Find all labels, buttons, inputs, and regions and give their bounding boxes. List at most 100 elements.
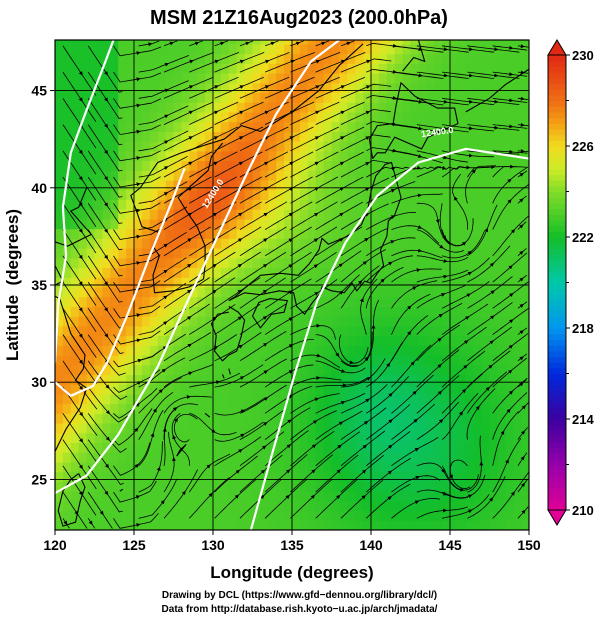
field-cell (426, 355, 435, 366)
field-cell (149, 150, 159, 162)
field-cell (220, 102, 230, 113)
field-cell (347, 296, 356, 307)
field-cell (505, 316, 514, 327)
colorbar-segment (548, 242, 566, 249)
field-cell (94, 384, 103, 395)
field-cell (497, 257, 506, 269)
field-cell (55, 384, 64, 395)
field-cell (102, 335, 111, 346)
field-cell (363, 403, 372, 414)
streamline-arrow (505, 459, 509, 464)
field-cell (299, 471, 309, 482)
field-cell (62, 432, 72, 444)
field-cell (378, 248, 388, 259)
field-cell (244, 92, 254, 103)
field-cell (86, 102, 96, 113)
field-cell (386, 393, 396, 405)
field-cell (236, 364, 246, 375)
field-cell (284, 355, 293, 366)
streamline (416, 269, 469, 283)
field-cell (141, 53, 151, 64)
field-cell (355, 53, 364, 64)
field-cell (323, 228, 333, 239)
field-cell (481, 141, 491, 152)
field-cell (386, 141, 396, 152)
field-cell (94, 257, 103, 269)
field-cell (268, 296, 277, 307)
field-cell (371, 345, 380, 356)
contour-12400-0 (55, 40, 341, 495)
field-cell (260, 384, 269, 395)
streamline-arrow (288, 344, 294, 348)
field-cell (55, 53, 64, 64)
field-cell (481, 355, 491, 366)
field-cell (284, 267, 293, 278)
field-cell (62, 452, 72, 463)
streamline (113, 202, 161, 214)
field-cell (450, 150, 459, 162)
field-cell (521, 43, 529, 55)
streamline (163, 76, 214, 99)
streamline-arrow (471, 169, 476, 174)
field-cell (181, 510, 190, 521)
field-cell (284, 364, 293, 375)
field-cell (418, 452, 427, 463)
field-cell (347, 491, 356, 502)
field-cell (110, 228, 119, 239)
field-cell (260, 432, 269, 444)
field-cell (339, 238, 348, 249)
field-cell (307, 218, 317, 230)
field-cell (94, 442, 103, 453)
field-cell (165, 121, 175, 132)
field-cell (363, 471, 372, 482)
field-cell (220, 432, 230, 444)
field-cell (457, 491, 467, 502)
streamline (62, 439, 97, 490)
streamline (391, 124, 444, 133)
streamline-arrow (414, 447, 420, 452)
field-cell (331, 452, 340, 463)
field-cell (165, 209, 175, 220)
field-cell (378, 461, 388, 473)
field-cell (268, 442, 277, 453)
field-cell (189, 364, 198, 375)
field-cell (102, 296, 111, 307)
field-cell (220, 403, 230, 414)
colorbar-segment (548, 208, 566, 215)
field-cell (505, 423, 514, 434)
field-cell (62, 199, 72, 210)
streamline-arrow (104, 176, 108, 181)
field-cell (497, 471, 506, 482)
field-cell (284, 102, 293, 113)
field-cell (450, 82, 459, 94)
colorbar-tick-label: 210 (572, 503, 594, 518)
streamline (163, 126, 213, 152)
streamline (189, 52, 240, 73)
field-cell (236, 189, 246, 200)
field-cell (347, 43, 356, 55)
streamline (239, 201, 288, 230)
field-cell (410, 228, 419, 239)
field-cell (55, 325, 64, 337)
field-cell (276, 384, 285, 395)
field-cell (402, 423, 412, 434)
streamline (315, 431, 361, 467)
field-cell (363, 160, 372, 171)
field-cell (521, 286, 529, 298)
field-cell (268, 73, 277, 84)
field-cell (94, 306, 103, 317)
field-cell (378, 170, 388, 181)
field-cell (505, 520, 514, 530)
streamline (87, 386, 128, 423)
field-cell (126, 170, 135, 181)
streamline-arrow (172, 407, 178, 412)
field-cell (260, 40, 269, 45)
field-cell (497, 510, 506, 521)
field-cell (450, 228, 459, 239)
field-cell (260, 228, 269, 239)
colorbar-segment (548, 134, 566, 141)
field-cell (102, 160, 111, 171)
field-cell (465, 286, 475, 298)
field-cell (126, 43, 135, 55)
streamline (113, 305, 161, 319)
